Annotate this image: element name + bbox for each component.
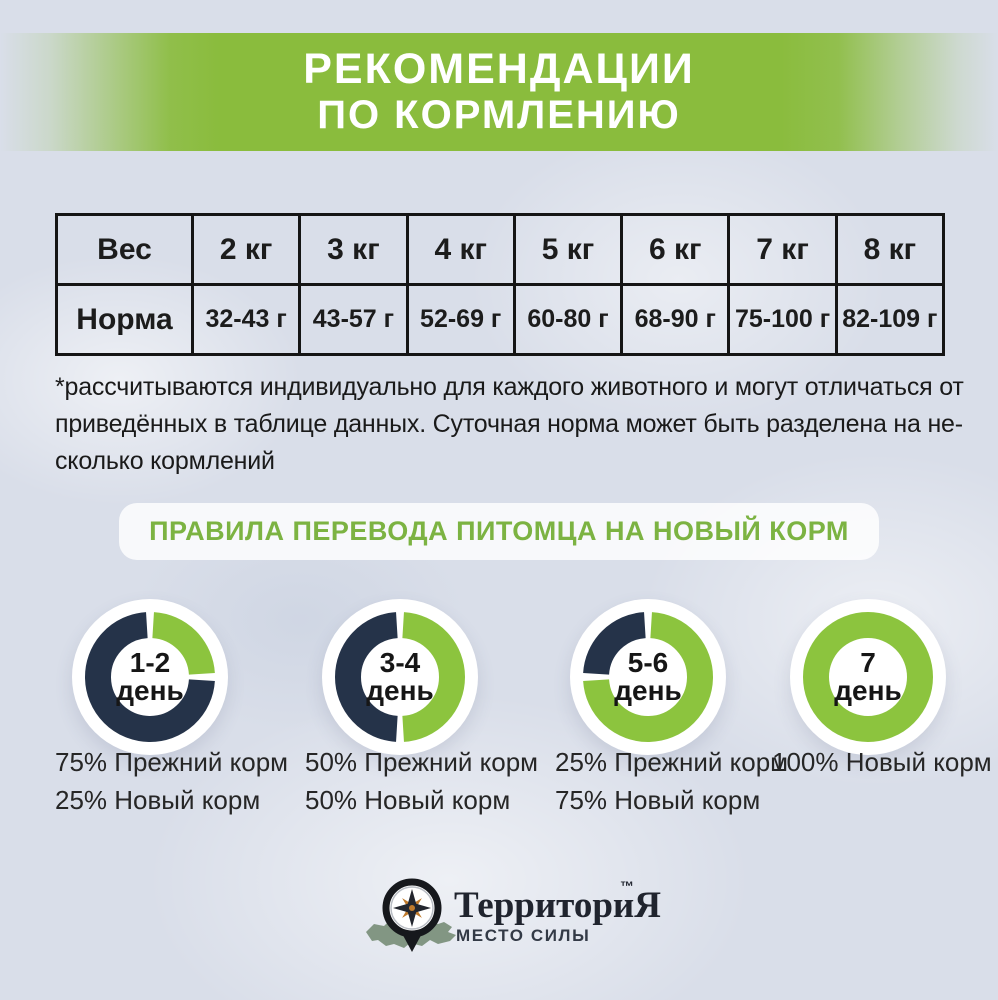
footnote-line: *рассчитываются индивидуально для каждог… [55, 373, 964, 401]
donut-center-label: 1-2 день [72, 599, 228, 755]
weight-cell: 2 кг [190, 213, 302, 286]
norm-cell: 52-69 г [405, 283, 516, 356]
weight-cell: 7 кг [727, 213, 838, 286]
donut-day-range: 5-6 [627, 647, 669, 678]
banner-title-line1: РЕКОМЕНДАЦИИ [303, 45, 695, 94]
donut-center-label: 3-4 день [322, 599, 478, 755]
new-food-pct: 100% Новый корм [772, 747, 992, 777]
norm-cell: 32-43 г [190, 283, 302, 356]
donut-chart-day-7 [803, 612, 933, 742]
step-label-3: 25% Прежний корм 75% Новый корм [555, 743, 788, 819]
weight-cell: 5 кг [512, 213, 624, 286]
brand-logo: ТерриториЯ ™ МЕСТО СИЛЫ [362, 876, 662, 971]
weight-header-cell: Вес [55, 213, 194, 286]
step-label-1: 75% Прежний корм 25% Новый корм [55, 743, 288, 819]
norm-cell: 60-80 г [512, 283, 624, 356]
donut-day-word: день [366, 675, 434, 706]
table-footnote: *рассчитываются индивидуально для каждог… [55, 369, 964, 480]
donut-day-word: день [834, 675, 902, 706]
weight-cell: 3 кг [298, 213, 409, 286]
donut-day-range: 7 [860, 647, 876, 678]
old-food-pct: 75% Прежний корм [55, 747, 289, 777]
donut-step-2: 3-4 день [322, 599, 478, 755]
donut-step-3: 5-6 день [570, 599, 726, 755]
donut-day-word: день [116, 675, 184, 706]
donut-day-range: 3-4 [379, 647, 421, 678]
donut-center-label: 7 день [790, 599, 946, 755]
donut-chart-day-3-4 [335, 612, 465, 742]
feeding-norm-table: Вес 2 кг 3 кг 4 кг 5 кг 6 кг 7 кг 8 кг Н… [55, 213, 946, 356]
donut-day-word: день [614, 675, 682, 706]
transition-heading-text: ПРАВИЛА ПЕРЕВОДА ПИТОМЦА НА НОВЫЙ КОРМ [149, 516, 849, 546]
donut-chart-day-1-2 [85, 612, 215, 742]
donut-step-1: 1-2 день [72, 599, 228, 755]
compass-pin-icon [382, 878, 442, 952]
transition-heading-pill: ПРАВИЛА ПЕРЕВОДА ПИТОМЦА НА НОВЫЙ КОРМ [119, 503, 879, 560]
donut-chart-day-5-6 [583, 612, 713, 742]
new-food-pct: 75% Новый корм [555, 785, 761, 815]
weight-cell: 4 кг [405, 213, 516, 286]
norm-cell: 75-100 г [727, 283, 838, 356]
weight-cell: 6 кг [620, 213, 731, 286]
transition-heading-row: ПРАВИЛА ПЕРЕВОДА ПИТОМЦА НА НОВЫЙ КОРМ [0, 503, 998, 560]
donut-day-range: 1-2 [129, 647, 171, 678]
donut-center-label: 5-6 день [570, 599, 726, 755]
table-row: Вес 2 кг 3 кг 4 кг 5 кг 6 кг 7 кг 8 кг [55, 213, 946, 286]
norm-cell: 82-109 г [834, 283, 946, 356]
norm-cell: 68-90 г [620, 283, 731, 356]
step-label-2: 50% Прежний корм 50% Новый корм [305, 743, 538, 819]
old-food-pct: 50% Прежний корм [305, 747, 539, 777]
norm-header-cell: Норма [55, 283, 194, 356]
step-label-4: 100% Новый корм [772, 743, 992, 781]
brand-tagline: МЕСТО СИЛЫ [456, 926, 591, 945]
new-food-pct: 50% Новый корм [305, 785, 511, 815]
banner-title-line2: ПО КОРМЛЕНИЮ [317, 92, 681, 137]
brand-name: ТерриториЯ [454, 885, 661, 926]
footnote-line: сколько кормлений [55, 447, 275, 475]
table-row: Норма 32-43 г 43-57 г 52-69 г 60-80 г 68… [55, 283, 946, 356]
weight-cell: 8 кг [834, 213, 946, 286]
footnote-line: приведённых в таблице данных. Суточная н… [55, 410, 963, 438]
new-food-pct: 25% Новый корм [55, 785, 261, 815]
norm-cell: 43-57 г [298, 283, 409, 356]
donut-step-4: 7 день [790, 599, 946, 755]
old-food-pct: 25% Прежний корм [555, 747, 789, 777]
trademark-symbol: ™ [620, 878, 634, 894]
feeding-recommendations-banner: РЕКОМЕНДАЦИИ ПО КОРМЛЕНИЮ [0, 33, 998, 151]
